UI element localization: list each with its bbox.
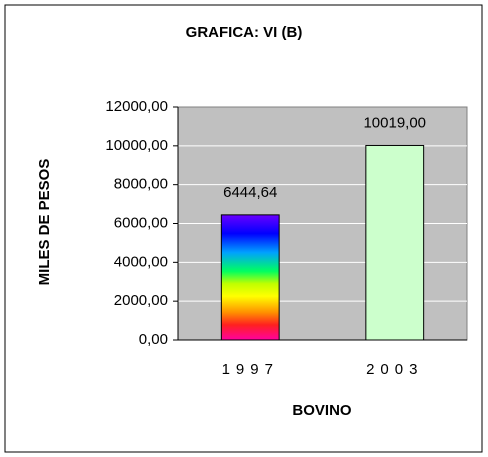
y-tick-label: 8000,00: [114, 176, 168, 193]
y-tick-label: 2000,00: [114, 292, 168, 309]
bar: [365, 144, 425, 341]
x-tick-label: 2003: [366, 361, 423, 378]
y-tick-label: 12000,00: [105, 98, 168, 115]
chart-title: GRAFICA: VI (B): [186, 24, 303, 41]
y-tick-label: 10000,00: [105, 137, 168, 154]
y-tick-label: 4000,00: [114, 253, 168, 270]
data-label: 10019,00: [363, 114, 426, 131]
x-tick-label: 1997: [222, 361, 279, 378]
data-label: 6444,64: [223, 184, 277, 201]
y-tick-label: 0,00: [139, 331, 168, 348]
y-axis-label: MILES DE PESOS: [36, 159, 53, 286]
y-tick-label: 6000,00: [114, 214, 168, 231]
x-axis-label: BOVINO: [292, 402, 352, 419]
bar: [220, 214, 280, 341]
